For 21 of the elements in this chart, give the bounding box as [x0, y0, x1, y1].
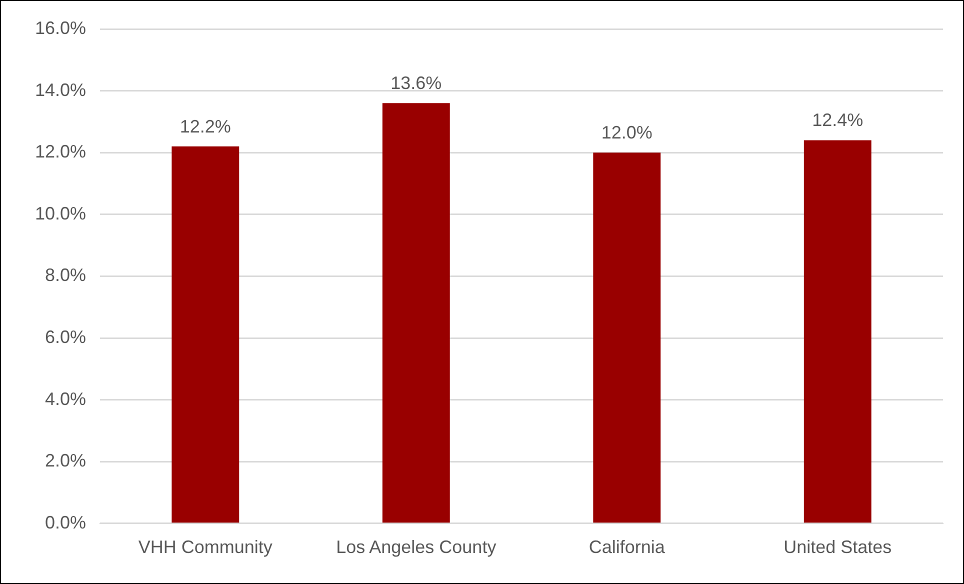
y-tick-label: 6.0%	[45, 326, 86, 347]
data-label: 12.4%	[812, 110, 864, 130]
y-tick-label: 4.0%	[45, 388, 86, 409]
x-tick-label: United States	[784, 537, 892, 558]
data-label: 13.6%	[390, 73, 442, 94]
y-tick-label: 8.0%	[45, 265, 86, 286]
bar	[382, 103, 450, 523]
bar	[804, 140, 872, 523]
x-tick-label: California	[588, 537, 666, 558]
y-tick-label: 12.0%	[34, 142, 86, 162]
y-tick-label: 0.0%	[45, 512, 86, 532]
x-tick-label: Los Angeles County	[336, 537, 496, 558]
bar	[172, 146, 240, 523]
y-tick-label: 2.0%	[45, 450, 86, 471]
y-tick-label: 10.0%	[34, 203, 86, 224]
data-label: 12.2%	[180, 116, 231, 136]
bar	[593, 152, 661, 523]
y-tick-label: 16.0%	[34, 18, 86, 38]
data-label: 12.0%	[601, 122, 652, 143]
y-tick-label: 14.0%	[34, 80, 86, 100]
x-tick-label: VHH Community	[138, 537, 272, 558]
